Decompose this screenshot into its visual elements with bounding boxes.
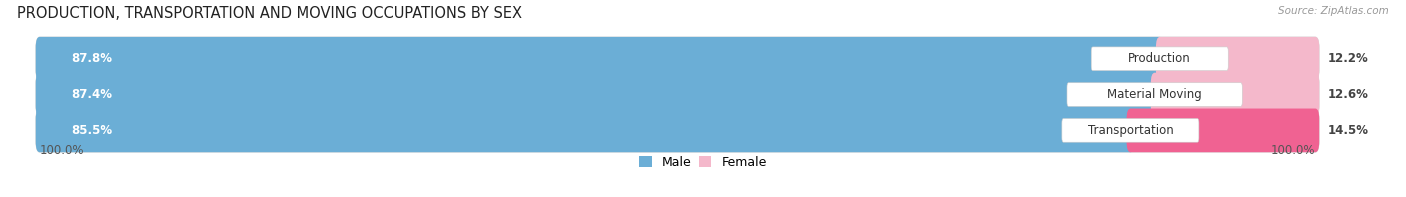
FancyBboxPatch shape [35, 109, 1135, 152]
Text: 87.8%: 87.8% [72, 52, 112, 65]
FancyBboxPatch shape [35, 73, 1319, 116]
FancyBboxPatch shape [35, 37, 1164, 81]
Text: Transportation: Transportation [1087, 124, 1173, 137]
FancyBboxPatch shape [35, 73, 1159, 116]
Text: 12.2%: 12.2% [1329, 52, 1369, 65]
Text: 87.4%: 87.4% [72, 88, 112, 101]
Text: Source: ZipAtlas.com: Source: ZipAtlas.com [1278, 6, 1389, 16]
FancyBboxPatch shape [1067, 83, 1243, 106]
Text: Material Moving: Material Moving [1108, 88, 1202, 101]
FancyBboxPatch shape [1062, 119, 1199, 142]
FancyBboxPatch shape [1152, 73, 1319, 116]
FancyBboxPatch shape [1156, 37, 1319, 81]
Text: 12.6%: 12.6% [1329, 88, 1369, 101]
Text: PRODUCTION, TRANSPORTATION AND MOVING OCCUPATIONS BY SEX: PRODUCTION, TRANSPORTATION AND MOVING OC… [17, 6, 522, 21]
Text: 85.5%: 85.5% [72, 124, 112, 137]
FancyBboxPatch shape [35, 109, 1319, 152]
Text: Production: Production [1129, 52, 1191, 65]
Text: 100.0%: 100.0% [1271, 144, 1316, 157]
FancyBboxPatch shape [1126, 109, 1319, 152]
FancyBboxPatch shape [35, 37, 1319, 81]
FancyBboxPatch shape [1091, 47, 1229, 71]
Legend: Male, Female: Male, Female [640, 156, 766, 169]
Text: 14.5%: 14.5% [1329, 124, 1369, 137]
Text: 100.0%: 100.0% [39, 144, 84, 157]
